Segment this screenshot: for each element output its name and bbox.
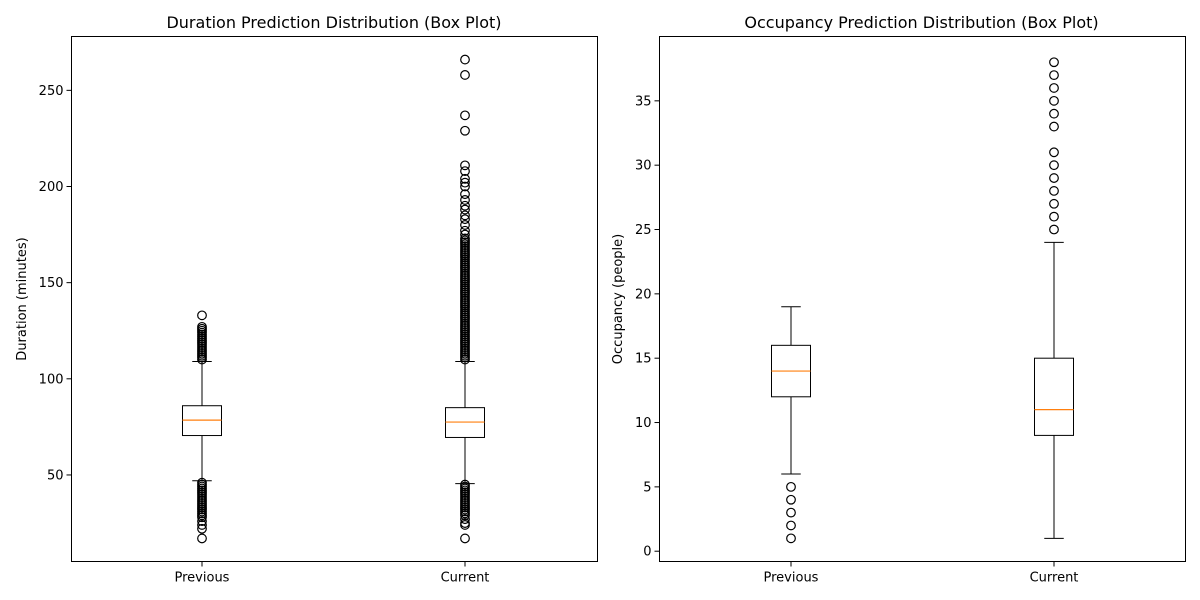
outlier-point (1049, 108, 1059, 119)
duration-y-tick-label: 250 (39, 84, 64, 99)
outlier-point (197, 516, 207, 527)
occupancy-axes-frame (659, 36, 1186, 562)
outlier-point (786, 520, 796, 531)
outlier-point (460, 533, 470, 544)
occupancy-x-tick-label: Previous (764, 571, 819, 586)
outlier-point (460, 214, 470, 225)
outlier-point (460, 510, 470, 521)
outlier-point (460, 195, 470, 205)
duration-chart-title: Duration Prediction Distribution (Box Pl… (166, 13, 501, 32)
outlier-point (1049, 198, 1059, 209)
outlier-point (460, 220, 470, 230)
duration-box-current (445, 54, 485, 544)
duration-y-tick-label: 100 (39, 372, 64, 387)
occupancy-chart: Occupancy Prediction Distribution (Box P… (611, 13, 1186, 586)
duration-plot-area: 50 100 150 200 250 Previous Current (39, 54, 490, 586)
outlier-point (786, 533, 796, 544)
outlier-point (460, 177, 470, 188)
outlier-point (460, 181, 470, 192)
occupancy-chart-title: Occupancy Prediction Distribution (Box P… (744, 13, 1098, 32)
outlier-point (460, 189, 470, 200)
occupancy-y-tick-label: 0 (643, 545, 651, 560)
duration-x-tick-label: Previous (175, 571, 230, 586)
occupancy-y-tick-label: 5 (643, 480, 651, 495)
occupancy-plot-area: 0 5 10 15 20 25 30 35 Previous Current (635, 57, 1079, 586)
outlier-point (786, 481, 796, 492)
outlier-point (460, 110, 470, 121)
outlier-point (1049, 57, 1059, 68)
outlier-point (1049, 224, 1059, 235)
occupancy-y-tick-label: 20 (635, 287, 652, 302)
duration-axes-frame (71, 36, 598, 562)
outlier-point (460, 204, 470, 215)
outlier-point (786, 494, 796, 505)
outlier-point (460, 520, 470, 530)
outlier-point (197, 523, 207, 534)
outlier-point (460, 160, 470, 171)
outlier-point (1049, 186, 1059, 196)
outlier-point (197, 321, 207, 332)
duration-chart: Duration Prediction Distribution (Box Pl… (15, 13, 598, 586)
outlier-point (460, 166, 470, 177)
outlier-point (1049, 211, 1059, 222)
outlier-point (460, 233, 470, 244)
iqr-box (1034, 357, 1074, 436)
outlier-point (1049, 173, 1059, 183)
outlier-point (1049, 160, 1059, 171)
occupancy-y-tick-label: 10 (635, 416, 652, 431)
outlier-point (1049, 147, 1059, 158)
occupancy-y-tick-label: 15 (635, 352, 652, 367)
outlier-point (460, 514, 470, 525)
duration-y-tick-label: 50 (47, 468, 64, 483)
outlier-point (197, 520, 207, 530)
outlier-point (1049, 70, 1059, 81)
outlier-point (460, 125, 470, 136)
outlier-point (197, 533, 207, 544)
occupancy-box-current (1034, 57, 1074, 539)
occupancy-box-previous (771, 306, 811, 544)
outlier-point (786, 507, 796, 518)
outlier-point (1049, 95, 1059, 106)
outlier-point (197, 310, 207, 321)
occupancy-y-tick-label: 35 (635, 94, 652, 109)
duration-y-tick-label: 200 (39, 180, 64, 195)
occupancy-y-tick-label: 30 (635, 159, 652, 174)
occupancy-y-axis-label: Occupancy (people) (611, 234, 626, 364)
duration-box-previous (182, 310, 222, 544)
outlier-point (460, 225, 470, 236)
outlier-point (1049, 83, 1059, 93)
outlier-point (197, 512, 207, 523)
outlier-point (460, 200, 470, 211)
outlier-point (460, 54, 470, 65)
outlier-point (460, 229, 470, 240)
outlier-point (460, 70, 470, 80)
outlier-point (460, 173, 470, 184)
outlier-point (1049, 121, 1059, 132)
duration-x-tick-label: Current (441, 571, 490, 586)
outlier-point (460, 210, 470, 221)
duration-y-axis-label: Duration (minutes) (15, 237, 30, 360)
occupancy-y-tick-label: 25 (635, 223, 652, 238)
duration-y-tick-label: 150 (39, 276, 64, 291)
occupancy-x-tick-label: Current (1030, 571, 1079, 586)
